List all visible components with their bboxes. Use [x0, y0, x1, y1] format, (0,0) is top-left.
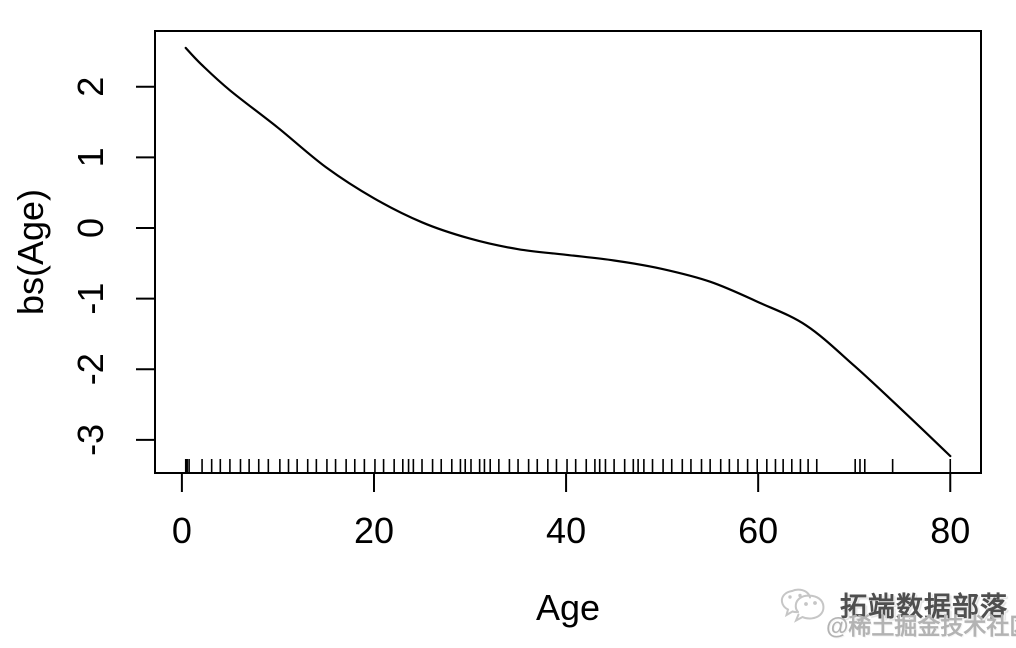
watermark-community-text: @稀土掘金技术社区: [826, 613, 1016, 639]
x-tick-label: 60: [738, 510, 778, 551]
x-tick-label: 40: [546, 510, 586, 551]
y-tick-label: 1: [70, 147, 111, 167]
y-tick-label: 2: [70, 77, 111, 97]
y-tick-label: -1: [70, 283, 111, 315]
plot-box: [154, 30, 982, 474]
y-axis-title: bs(Age): [10, 189, 51, 315]
x-tick-label: 0: [172, 510, 192, 551]
y-tick-label: 0: [70, 218, 111, 238]
x-tick-label: 20: [354, 510, 394, 551]
y-tick-label: -3: [70, 424, 111, 456]
x-axis-title: Age: [536, 587, 600, 628]
watermark-brand-text: 拓端数据部落: [840, 592, 1008, 622]
y-tick-label: -2: [70, 353, 111, 385]
chat-bubbles-icon: [780, 588, 825, 623]
x-tick-label: 80: [930, 510, 970, 551]
spline-curve: [184, 46, 952, 458]
